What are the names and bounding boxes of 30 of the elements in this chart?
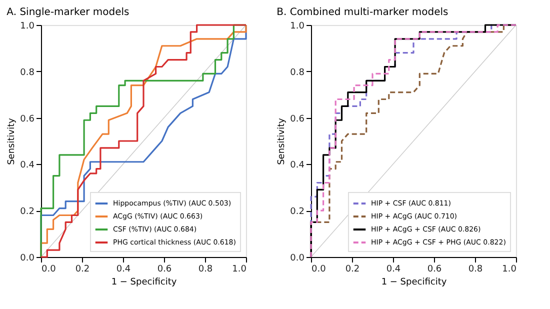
y-tick-label: 0.6	[290, 114, 305, 124]
x-tick-label: 0.8	[468, 264, 483, 274]
x-tick-label: 0.2	[75, 264, 90, 274]
x-tick-label: 0.6	[427, 264, 442, 274]
y-tick-label: 0.6	[20, 114, 35, 124]
chart-title: B. Combined multi-marker models	[276, 7, 448, 18]
y-tick-label: 0.8	[290, 68, 305, 78]
chart-title: A. Single-marker models	[6, 7, 130, 18]
y-tick-label: 1.0	[290, 22, 305, 32]
x-tick-label: 1.0	[502, 264, 517, 274]
x-tick-label: 0.4	[386, 264, 401, 274]
y-tick-label: 0.2	[20, 207, 34, 218]
x-tick-label: 0.0	[42, 264, 56, 274]
x-tick-label: 0.4	[116, 264, 131, 274]
y-axis-title: Sensitivity	[277, 117, 288, 165]
x-tick-label: 0.8	[198, 264, 213, 274]
x-tick-label: 0.2	[345, 264, 360, 274]
x-axis-title: 1 − Specificity	[111, 278, 178, 288]
y-tick-label: 0.4	[290, 160, 305, 171]
x-tick-label: 0.0	[312, 264, 326, 274]
y-tick-label: 0.4	[20, 160, 35, 171]
y-tick-label: 0.0	[290, 254, 305, 264]
y-tick-label: 0.0	[20, 254, 35, 264]
x-axis-title: 1 − Specificity	[381, 278, 448, 288]
y-tick-label: 0.2	[290, 207, 304, 218]
y-axis-title: Sensitivity	[7, 117, 18, 165]
x-tick-label: 0.6	[157, 264, 172, 274]
y-tick-label: 1.0	[20, 22, 35, 32]
y-tick-label: 0.8	[20, 68, 35, 78]
x-tick-label: 1.0	[232, 264, 247, 274]
